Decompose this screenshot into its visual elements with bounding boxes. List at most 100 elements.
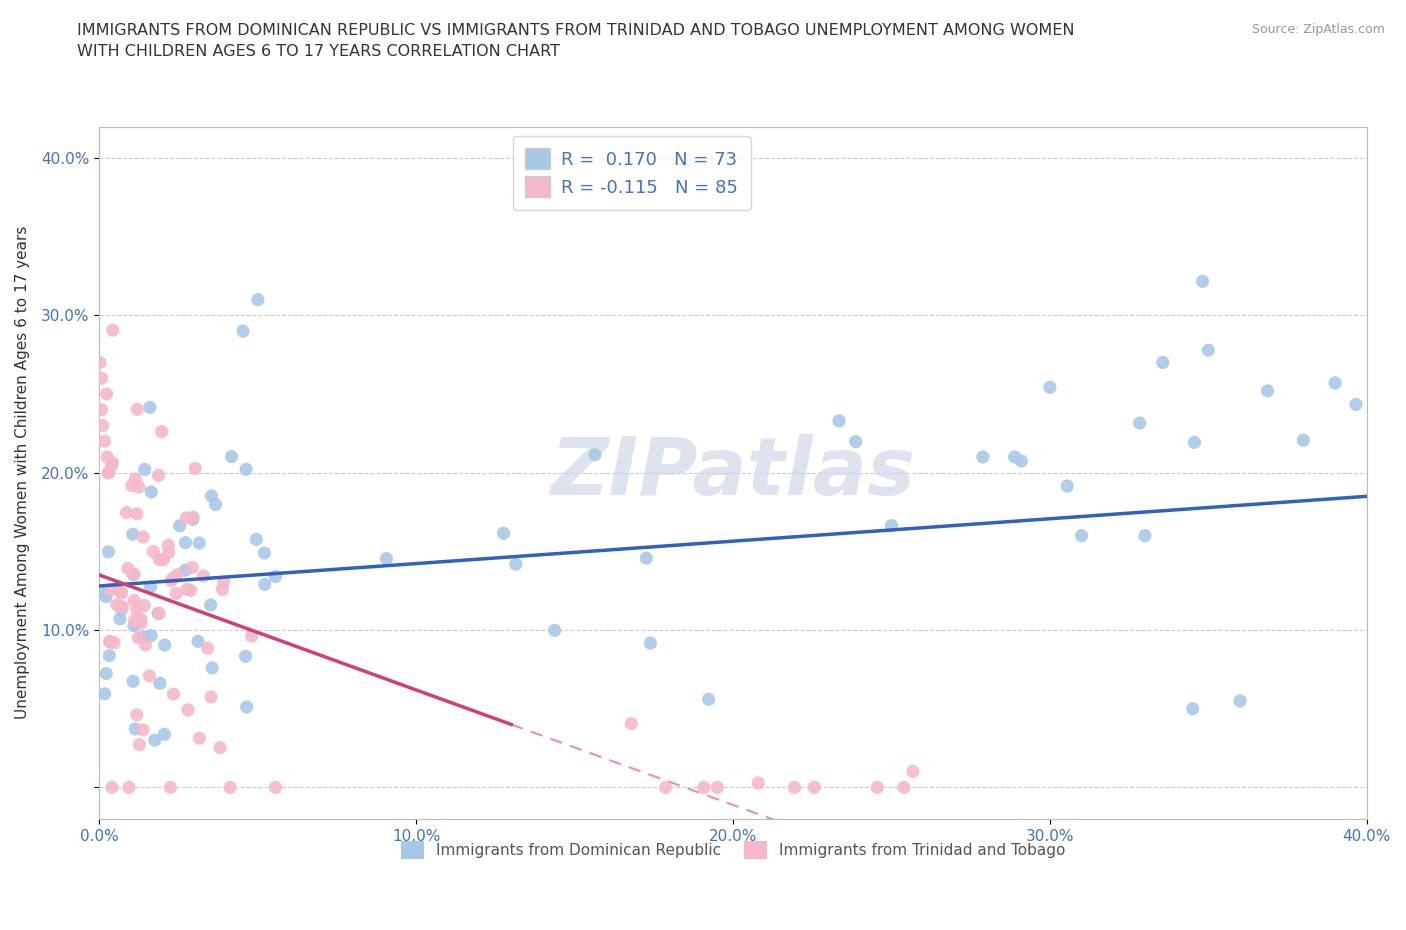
Point	[98, 465, 121, 480]
Point	[221, 449, 243, 464]
Point	[1292, 432, 1315, 447]
Point	[141, 485, 163, 499]
Point	[165, 586, 187, 601]
Point	[803, 780, 825, 795]
Point	[157, 545, 180, 560]
Point	[211, 582, 233, 597]
Point	[111, 600, 134, 615]
Point	[98, 634, 121, 649]
Point	[893, 780, 915, 795]
Point	[212, 575, 235, 590]
Point	[375, 551, 398, 566]
Point	[245, 532, 267, 547]
Point	[132, 529, 155, 544]
Point	[142, 544, 165, 559]
Text: IMMIGRANTS FROM DOMINICAN REPUBLIC VS IMMIGRANTS FROM TRINIDAD AND TOBAGO UNEMPL: IMMIGRANTS FROM DOMINICAN REPUBLIC VS IM…	[77, 23, 1074, 60]
Point	[138, 669, 160, 684]
Point	[124, 722, 146, 737]
Point	[96, 387, 118, 402]
Point	[162, 571, 184, 586]
Point	[124, 613, 146, 628]
Point	[134, 637, 156, 652]
Point	[125, 602, 148, 617]
Point	[747, 776, 769, 790]
Legend: Immigrants from Dominican Republic, Immigrants from Trinidad and Tobago: Immigrants from Dominican Republic, Immi…	[394, 833, 1073, 867]
Point	[197, 641, 219, 656]
Point	[544, 623, 567, 638]
Point	[174, 511, 197, 525]
Point	[1152, 355, 1174, 370]
Point	[148, 606, 170, 621]
Point	[693, 780, 716, 795]
Point	[105, 597, 128, 612]
Point	[1257, 383, 1279, 398]
Point	[108, 611, 131, 626]
Point	[150, 424, 173, 439]
Point	[697, 692, 720, 707]
Point	[122, 618, 145, 633]
Point	[103, 635, 125, 650]
Point	[640, 636, 662, 651]
Point	[219, 780, 242, 795]
Point	[129, 612, 152, 627]
Point	[121, 526, 143, 541]
Point	[1191, 273, 1213, 288]
Point	[188, 731, 211, 746]
Point	[90, 403, 112, 418]
Point	[100, 458, 122, 473]
Point	[152, 552, 174, 567]
Point	[159, 780, 181, 795]
Point	[96, 449, 118, 464]
Point	[1197, 343, 1219, 358]
Point	[108, 584, 131, 599]
Point	[118, 780, 141, 795]
Point	[880, 518, 903, 533]
Point	[181, 512, 204, 527]
Point	[620, 716, 643, 731]
Point	[177, 702, 200, 717]
Point	[654, 780, 676, 795]
Point	[93, 433, 115, 448]
Point	[100, 582, 122, 597]
Point	[706, 780, 728, 795]
Point	[901, 764, 924, 778]
Point	[124, 472, 146, 486]
Point	[583, 447, 606, 462]
Point	[246, 292, 269, 307]
Point	[240, 629, 263, 644]
Point	[1181, 701, 1204, 716]
Point	[101, 323, 124, 338]
Point	[139, 579, 162, 594]
Point	[1133, 528, 1156, 543]
Point	[1324, 376, 1347, 391]
Point	[122, 567, 145, 582]
Point	[204, 497, 226, 512]
Point	[264, 569, 287, 584]
Point	[1056, 479, 1078, 494]
Point	[828, 413, 851, 428]
Point	[146, 605, 169, 620]
Point	[505, 557, 527, 572]
Point	[187, 634, 209, 649]
Point	[134, 598, 156, 613]
Point	[232, 324, 254, 339]
Point	[1070, 528, 1092, 543]
Point	[129, 616, 152, 631]
Point	[115, 505, 138, 520]
Point	[90, 371, 112, 386]
Point	[134, 462, 156, 477]
Point	[125, 507, 148, 522]
Point	[149, 676, 172, 691]
Point	[139, 628, 162, 643]
Point	[139, 400, 162, 415]
Text: ZIPatlas: ZIPatlas	[551, 433, 915, 512]
Point	[162, 686, 184, 701]
Point	[122, 674, 145, 689]
Point	[166, 567, 188, 582]
Point	[124, 593, 146, 608]
Point	[180, 583, 202, 598]
Point	[91, 418, 114, 433]
Point	[157, 538, 180, 552]
Y-axis label: Unemployment Among Women with Children Ages 6 to 17 years: Unemployment Among Women with Children A…	[15, 226, 30, 720]
Point	[181, 560, 204, 575]
